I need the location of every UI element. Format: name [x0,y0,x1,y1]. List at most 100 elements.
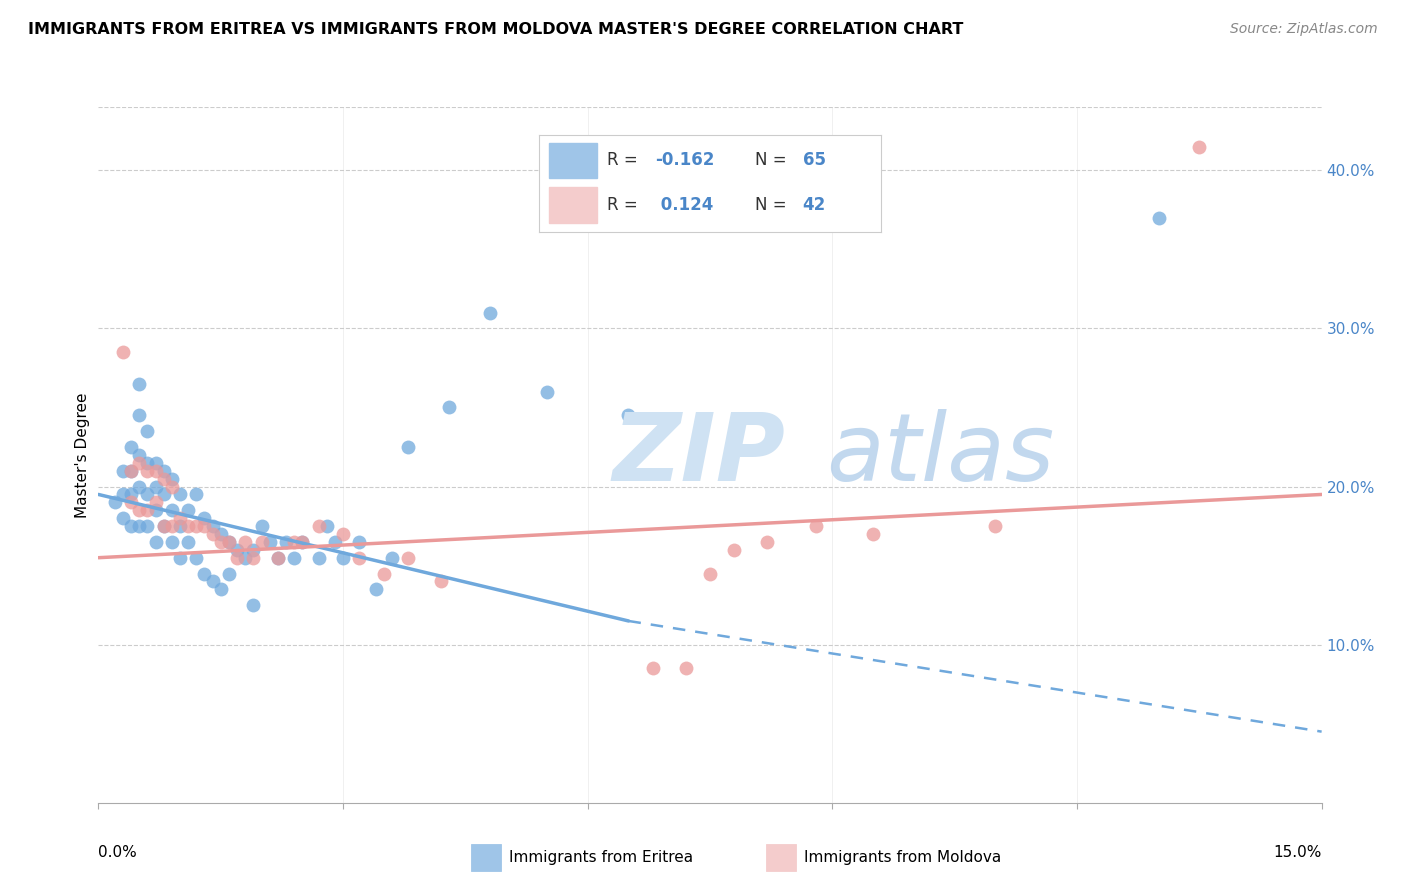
Point [152,519,174,533]
Point [1147,211,1170,225]
Bar [471,844,501,871]
Point [617,409,640,423]
Point [862,527,884,541]
Point [169,519,191,533]
Text: 15.0%: 15.0% [1274,845,1322,860]
Point [160,519,183,533]
Point [193,511,215,525]
Point [756,534,779,549]
Text: atlas: atlas [827,409,1054,500]
Point [152,519,174,533]
Point [201,519,224,533]
Point [177,534,200,549]
Point [128,503,150,517]
Point [160,534,183,549]
Point [169,487,191,501]
Point [364,582,387,597]
Point [267,550,290,565]
Point [478,305,501,319]
Point [186,550,208,565]
Text: IMMIGRANTS FROM ERITREA VS IMMIGRANTS FROM MOLDOVA MASTER'S DEGREE CORRELATION C: IMMIGRANTS FROM ERITREA VS IMMIGRANTS FR… [28,22,963,37]
Point [169,511,191,525]
Point [186,487,208,501]
Point [136,424,159,438]
Point [160,503,183,517]
Text: 0.0%: 0.0% [98,845,138,860]
Point [437,401,460,415]
Point [804,519,827,533]
Point [193,566,215,581]
Point [160,472,183,486]
Text: -0.162: -0.162 [655,152,714,169]
Text: 0.124: 0.124 [655,196,714,214]
Point [349,550,371,565]
Bar [550,143,598,178]
Point [169,550,191,565]
Point [396,440,419,454]
Point [984,519,1007,533]
Point [536,384,558,399]
Point [209,534,232,549]
Point [136,503,159,517]
Point [177,503,200,517]
Point [274,534,297,549]
Text: N =: N = [755,196,792,214]
Point [145,503,167,517]
Point [349,534,371,549]
Point [128,479,150,493]
Point [111,487,134,501]
Point [283,534,305,549]
Point [267,550,290,565]
Point [308,550,330,565]
Point [233,534,256,549]
Point [160,479,183,493]
Text: Immigrants from Eritrea: Immigrants from Eritrea [509,850,693,864]
Point [145,495,167,509]
Point [259,534,281,549]
Point [201,574,224,589]
Point [111,511,134,525]
Point [396,550,419,565]
Point [209,527,232,541]
Point [332,527,354,541]
Point [250,519,273,533]
Point [136,519,159,533]
Text: Immigrants from Moldova: Immigrants from Moldova [804,850,1001,864]
Point [145,479,167,493]
Point [201,527,224,541]
Point [226,542,249,557]
Point [1188,139,1211,153]
Point [120,440,142,454]
Point [120,519,142,533]
Point [111,345,134,359]
Text: 42: 42 [803,196,825,214]
Point [104,495,127,509]
Text: 65: 65 [803,152,825,169]
Point [145,464,167,478]
Point [373,566,395,581]
Point [291,534,314,549]
Point [128,376,150,391]
Point [177,519,200,533]
Point [136,487,159,501]
Point [128,448,150,462]
Point [291,534,314,549]
Y-axis label: Master's Degree: Master's Degree [75,392,90,517]
Point [641,661,664,675]
Text: N =: N = [755,152,792,169]
Point [315,519,337,533]
Point [332,550,354,565]
Point [226,550,249,565]
Text: R =: R = [607,196,644,214]
Point [111,464,134,478]
Point [128,519,150,533]
Point [675,661,697,675]
Point [218,566,240,581]
Point [323,534,346,549]
Point [136,456,159,470]
Point [193,519,215,533]
Point [699,566,721,581]
Point [723,542,745,557]
Point [218,534,240,549]
Point [145,456,167,470]
